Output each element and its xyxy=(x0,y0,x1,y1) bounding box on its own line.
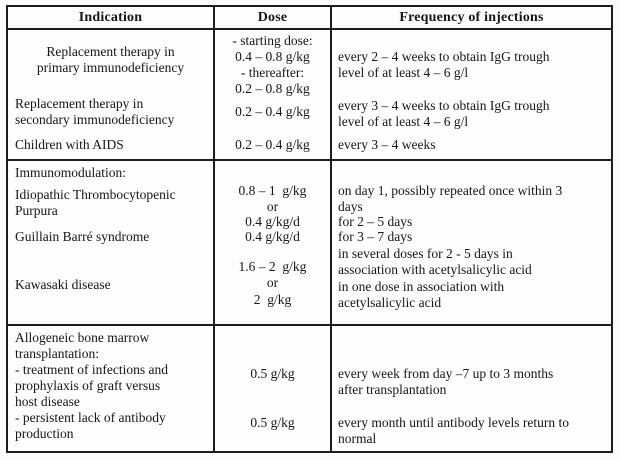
indication-line: Guillain Barré syndrome xyxy=(15,229,150,244)
frequency-line: every week from day –7 up to 3 months xyxy=(338,366,554,381)
dose-cell-replacement-therapy: - starting dose: 0.4 – 0.8 g/kg - therea… xyxy=(213,30,330,159)
dose-line: 0.2 – 0.8 g/kg xyxy=(235,81,310,96)
dose-line: 1.6 – 2 g/kg xyxy=(238,259,307,274)
dose-line: 0.5 g/kg xyxy=(250,366,295,381)
indication-line: transplantation: xyxy=(15,346,99,361)
column-header-indication: Indication xyxy=(8,7,213,30)
dose-line: 2 g/kg xyxy=(253,292,292,307)
dose-line: 0.4 g/kg/d xyxy=(245,214,300,229)
frequency-line: association with acetylsalicylic acid xyxy=(338,262,532,277)
dose-line: or xyxy=(266,199,279,214)
dose-cell-immunomodulation: 0.8 – 1 g/kg or 0.4 g/kg/d 0.4 g/kg/d 1.… xyxy=(213,159,330,324)
frequency-line: every 3 – 4 weeks to obtain IgG trough xyxy=(338,98,550,113)
indication-line: production xyxy=(15,426,74,441)
frequency-cell-replacement-therapy: every 2 – 4 weeks to obtain IgG trough l… xyxy=(330,30,611,159)
frequency-line: every 2 – 4 weeks to obtain IgG trough xyxy=(338,49,550,64)
column-header-frequency: Frequency of injections xyxy=(330,7,611,30)
indication-cell-immunomodulation: Immunomodulation: Idiopathic Thrombocyto… xyxy=(8,159,213,324)
indication-line: Replacement therapy in xyxy=(15,96,144,111)
indication-line: primary immunodeficiency xyxy=(36,60,185,75)
frequency-cell-bone-marrow: every week from day –7 up to 3 months af… xyxy=(330,324,611,451)
indication-line: prophylaxis of graft versus xyxy=(15,378,161,393)
indication-line: host disease xyxy=(15,394,80,409)
dose-line: - starting dose: xyxy=(232,33,313,48)
indication-cell-replacement-therapy: Replacement therapy in primary immunodef… xyxy=(8,30,213,159)
indication-line: Purpura xyxy=(15,203,58,218)
frequency-line: after transplantation xyxy=(338,382,447,397)
frequency-cell-immunomodulation: on day 1, possibly repeated once within … xyxy=(330,159,611,324)
frequency-line: normal xyxy=(338,431,377,446)
frequency-line: every 3 – 4 weeks xyxy=(338,137,436,152)
frequency-line: on day 1, possibly repeated once within … xyxy=(338,183,563,198)
dose-line: 0.4 g/kg/d xyxy=(245,229,300,244)
frequency-line: level of at least 4 – 6 g/l xyxy=(338,65,469,80)
frequency-line: every month until antibody levels return… xyxy=(338,415,569,430)
frequency-line: days xyxy=(338,199,363,214)
dose-line: or xyxy=(266,275,279,290)
dose-line: - thereafter: xyxy=(240,65,305,80)
indication-line: Replacement therapy in xyxy=(46,44,175,59)
indication-line: Allogeneic bone marrow xyxy=(15,330,150,345)
indication-line: Immunomodulation: xyxy=(15,165,126,180)
dosing-table: Indication Dose Frequency of injections … xyxy=(6,5,613,453)
frequency-line: level of at least 4 – 6 g/l xyxy=(338,114,469,129)
indication-line: Idiopathic Thrombocytopenic xyxy=(15,187,176,202)
frequency-line: in one dose in association with xyxy=(338,279,505,294)
dose-line: 0.2 – 0.4 g/kg xyxy=(235,104,310,119)
dose-cell-bone-marrow: 0.5 g/kg 0.5 g/kg xyxy=(213,324,330,451)
column-header-dose: Dose xyxy=(213,7,330,30)
frequency-line: in several doses for 2 - 5 days in xyxy=(338,246,513,261)
indication-line: - persistent lack of antibody xyxy=(15,410,166,425)
indication-cell-bone-marrow: Allogeneic bone marrow transplantation: … xyxy=(8,324,213,451)
frequency-line: for 2 – 5 days xyxy=(338,214,413,229)
indication-line: - treatment of infections and xyxy=(15,362,168,377)
dose-line: 0.8 – 1 g/kg xyxy=(238,183,307,198)
dose-line: 0.4 – 0.8 g/kg xyxy=(235,49,310,64)
indication-line: Children with AIDS xyxy=(15,137,124,152)
dose-line: 0.5 g/kg xyxy=(250,415,295,430)
frequency-line: acetylsalicylic acid xyxy=(338,295,442,310)
frequency-line: for 3 – 7 days xyxy=(338,229,413,244)
dose-line: 0.2 – 0.4 g/kg xyxy=(235,137,310,152)
indication-line: secondary immunodeficiency xyxy=(15,112,175,127)
indication-line: Kawasaki disease xyxy=(15,277,111,292)
